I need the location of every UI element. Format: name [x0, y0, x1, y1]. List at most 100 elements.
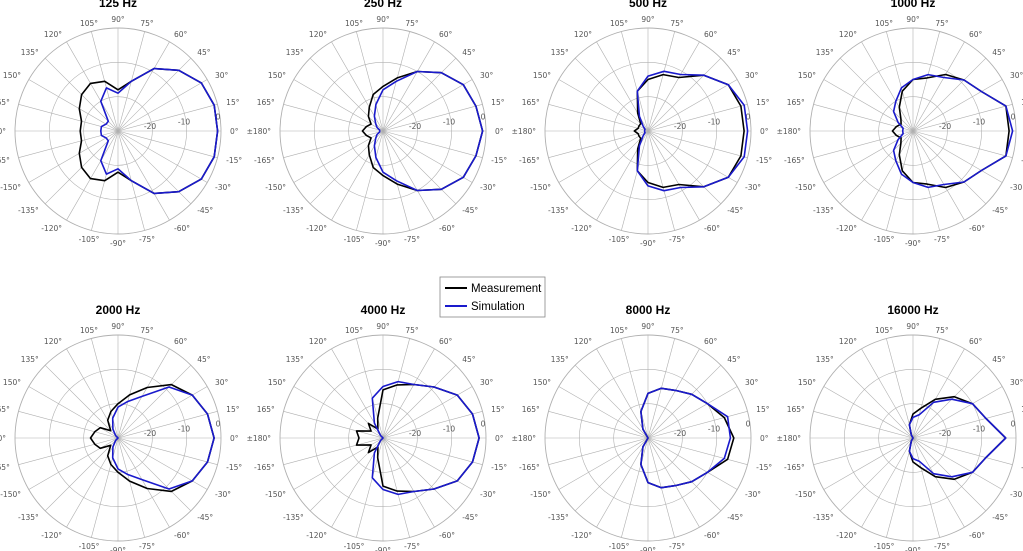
angle-tick-label: 150° [268, 378, 286, 387]
angle-tick-label: 135° [551, 48, 569, 57]
angle-tick-label: 165° [787, 405, 805, 414]
angle-tick-label: -90° [905, 546, 921, 551]
grid-spoke [647, 130, 675, 231]
grid-spoke [548, 411, 649, 439]
grid-spoke [647, 437, 700, 528]
grid-spoke [44, 437, 119, 512]
series-simulation [892, 73, 1014, 189]
angle-tick-label: 15° [491, 98, 505, 107]
angle-tick-label: 75° [935, 326, 949, 335]
angle-tick-label: -135° [18, 513, 39, 522]
angle-tick-label: -45° [462, 206, 478, 215]
angle-tick-label: -60° [174, 224, 190, 233]
angle-tick-label: -150° [795, 490, 816, 499]
polar-plot-5: 4000 Hz 105° 90° 75° 60° 45° 30° 15° 0° -15° -30° -… [247, 303, 508, 551]
angle-tick-label: 45° [992, 355, 1006, 364]
polar-plot-6: 8000 Hz 105° 90° 75° 60° 45° 30° 15° 0° -15° -30° -… [512, 303, 773, 551]
angle-tick-label: 30° [1010, 378, 1023, 387]
angle-tick-label: 150° [533, 71, 551, 80]
grid-spoke [912, 130, 1013, 158]
angle-tick-label: 60° [969, 337, 983, 346]
grid-spoke [912, 130, 940, 231]
angle-tick-label: 60° [704, 337, 718, 346]
angle-tick-label: -120° [41, 224, 62, 233]
plot-title: 250 Hz [364, 0, 402, 10]
angle-tick-label: 0° [495, 434, 504, 443]
angle-tick-label: 105° [610, 19, 628, 28]
angle-tick-label: 15° [226, 98, 240, 107]
grid-spoke [823, 437, 914, 490]
grid-spoke [66, 41, 119, 132]
grid-spoke [382, 437, 410, 538]
grid-spoke [912, 41, 965, 132]
angle-tick-label: 0° [760, 127, 769, 136]
angle-tick-label: 0° [760, 434, 769, 443]
grid-spoke [647, 130, 748, 158]
angle-tick-label: 135° [21, 48, 39, 57]
grid-spoke [621, 338, 649, 439]
grid-spoke [823, 386, 914, 439]
radial-tick-label: -10 [973, 117, 985, 126]
legend-label-measurement: Measurement [471, 283, 542, 295]
grid-spoke [839, 364, 914, 439]
radial-tick-label: 0 [481, 113, 486, 122]
angle-tick-label: -105° [609, 235, 630, 244]
angle-tick-label: -75° [139, 235, 155, 244]
grid-spoke [574, 130, 649, 205]
grid-spoke [558, 130, 649, 183]
polar-plot-7: 16000 Hz105°90°75°60°45°30°15°0°-15°-30°… [777, 303, 1023, 551]
angle-tick-label: -105° [609, 542, 630, 551]
angle-tick-label: -90° [905, 239, 921, 248]
grid-spoke [558, 437, 649, 490]
grid-spoke [912, 130, 1003, 183]
angle-tick-label: -60° [174, 531, 190, 540]
angle-tick-label: -90° [110, 239, 126, 248]
angle-tick-label: 0° [230, 127, 239, 136]
grid-spoke [912, 130, 987, 205]
grid-spoke [647, 57, 722, 132]
angle-tick-label: 75° [405, 326, 419, 335]
radial-tick-label: -20 [144, 122, 156, 131]
grid-spoke [861, 437, 914, 528]
angle-tick-label: 90° [641, 322, 655, 331]
grid-spoke [813, 437, 914, 465]
angle-tick-label: -45° [462, 513, 478, 522]
grid-spoke [309, 57, 384, 132]
angle-tick-label: 120° [574, 337, 592, 346]
angle-tick-label: -45° [727, 513, 743, 522]
angle-tick-label: -60° [704, 224, 720, 233]
angle-tick-label: -120° [41, 531, 62, 540]
radial-tick-label: 0 [481, 420, 486, 429]
grid-spoke [886, 437, 914, 538]
grid-spoke [912, 437, 1013, 465]
angle-tick-label: 90° [111, 15, 125, 24]
angle-tick-label: -135° [283, 513, 304, 522]
grid-spoke [66, 130, 119, 221]
angle-tick-label: -75° [934, 235, 950, 244]
angle-tick-label: 45° [727, 48, 741, 57]
angle-tick-label: 105° [610, 326, 628, 335]
radial-tick-label: -10 [443, 424, 455, 433]
angle-tick-label: -15° [226, 463, 242, 472]
grid-spoke [117, 411, 218, 439]
legend-box [439, 276, 546, 318]
angle-tick-label: -60° [439, 224, 455, 233]
angle-tick-label: 90° [376, 15, 390, 24]
angle-tick-label: -75° [934, 542, 950, 551]
angle-tick-label: 105° [345, 19, 363, 28]
radial-tick-label: 0 [746, 113, 751, 122]
angle-tick-label: 75° [935, 19, 949, 28]
angle-tick-label: -75° [404, 235, 420, 244]
angle-tick-label: 165° [0, 98, 10, 107]
angle-tick-label: 135° [816, 355, 834, 364]
grid-spoke [382, 104, 483, 132]
angle-tick-label: 120° [309, 30, 327, 39]
grid-spoke [382, 437, 457, 512]
angle-tick-label: -135° [813, 206, 834, 215]
grid-spoke [44, 364, 119, 439]
angle-tick-label: -30° [480, 490, 496, 499]
grid-spoke [647, 386, 738, 439]
grid-spoke [647, 130, 700, 221]
angle-tick-label: -45° [197, 513, 213, 522]
